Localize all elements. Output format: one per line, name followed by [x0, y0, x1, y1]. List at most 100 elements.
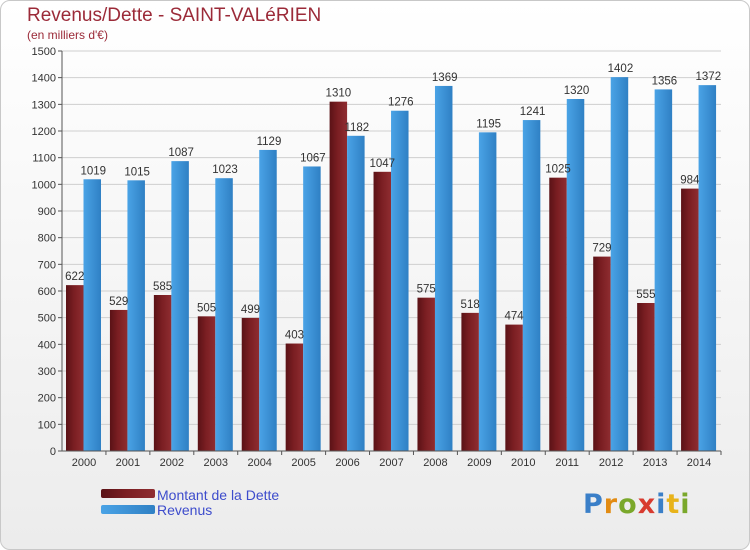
y-tick-label: 1000: [32, 179, 56, 191]
chart-subtitle: (en milliers d'€): [27, 28, 108, 42]
y-tick-label: 100: [38, 419, 56, 431]
legend-label-dette: Montant de la Dette: [157, 487, 279, 503]
data-label-dette: 555: [636, 289, 655, 301]
data-label-dette: 1047: [369, 158, 395, 170]
bar-dette: [637, 303, 655, 451]
data-label-revenus: 1356: [652, 75, 678, 87]
bar-dette: [417, 297, 435, 451]
legend-swatch-dette: [101, 489, 155, 498]
proxiti-logo: Proxiti: [583, 489, 691, 520]
data-label-dette: 1310: [326, 88, 352, 100]
bar-dette: [197, 316, 216, 451]
data-label-revenus: 1320: [564, 85, 590, 97]
x-tick-label: 2004: [247, 457, 271, 469]
bar-revenus: [347, 135, 365, 452]
bar-dette: [681, 188, 699, 451]
bar-revenus: [566, 99, 585, 451]
legend-label-revenus: Revenus: [157, 502, 212, 518]
data-label-revenus: 1129: [257, 136, 282, 148]
bar-dette: [461, 312, 479, 451]
x-tick-label: 2012: [599, 457, 623, 469]
legend: Montant de la Dette Revenus: [101, 487, 279, 518]
bar-dette: [549, 177, 567, 451]
y-tick-label: 1100: [32, 153, 56, 165]
y-tick-label: 300: [38, 366, 56, 378]
bar-revenus: [434, 85, 453, 451]
bar-revenus: [610, 77, 629, 451]
data-label-revenus: 1402: [608, 63, 634, 75]
x-tick-label: 2003: [204, 457, 228, 469]
bar-dette: [285, 343, 304, 451]
x-tick-label: 2008: [423, 457, 447, 469]
data-label-dette: 499: [241, 304, 260, 316]
data-labels: 622 1019 529 1015 585 1087 505 1023 499 1129 403 10…: [65, 63, 721, 341]
data-label-dette: 984: [680, 175, 700, 187]
data-label-revenus: 1019: [80, 165, 106, 177]
y-tick-label: 900: [38, 206, 56, 218]
bar-dette: [241, 317, 260, 451]
y-tick-label: 0: [50, 446, 56, 458]
bar-revenus: [171, 161, 189, 451]
y-tick-label: 1200: [32, 126, 56, 138]
bar-dette: [505, 324, 523, 451]
bar-dette: [153, 295, 172, 451]
data-label-revenus: 1087: [168, 147, 194, 159]
x-tick-label: 2006: [335, 457, 359, 469]
data-label-revenus: 1015: [124, 166, 150, 178]
bar-dette: [593, 256, 611, 451]
x-tick-label: 2011: [555, 457, 579, 469]
data-label-revenus: 1241: [520, 106, 546, 118]
y-axis: 0 100 200 300 400 500 600 700 800 900 1000 1100 1200…: [32, 46, 63, 458]
y-tick-label: 1500: [32, 46, 56, 58]
bar-dette: [66, 285, 84, 451]
x-tick-label: 2009: [467, 457, 491, 469]
x-tick-label: 2014: [687, 457, 711, 469]
x-tick-label: 2010: [511, 457, 535, 469]
y-tick-label: 400: [38, 339, 56, 351]
bar-revenus: [478, 132, 497, 452]
legend-swatch-revenus: [101, 505, 155, 514]
x-tick-label: 2000: [72, 457, 96, 469]
x-tick-label: 2001: [116, 457, 140, 469]
y-tick-label: 1300: [32, 99, 56, 111]
chart-title: Revenus/Dette - SAINT-VALéRIEN: [27, 5, 322, 26]
bar-revenus: [654, 89, 673, 452]
x-tick-label: 2007: [379, 457, 403, 469]
bar-revenus: [127, 180, 145, 452]
data-label-dette: 505: [197, 302, 216, 314]
bar-revenus: [391, 110, 409, 451]
bar-dette: [109, 309, 128, 451]
data-label-dette: 474: [504, 311, 524, 323]
bar-revenus: [303, 166, 321, 451]
bar-revenus: [522, 120, 541, 452]
data-label-revenus: 1182: [344, 122, 369, 134]
y-tick-label: 200: [38, 393, 56, 405]
data-label-dette: 518: [461, 299, 480, 311]
data-label-dette: 575: [417, 284, 436, 296]
data-label-revenus: 1372: [696, 71, 722, 83]
x-tick-label: 2002: [160, 457, 184, 469]
bar-dette: [329, 101, 348, 452]
data-label-revenus: 1067: [300, 152, 326, 164]
data-label-dette: 403: [285, 330, 304, 342]
y-tick-label: 500: [38, 313, 56, 325]
data-label-revenus: 1195: [476, 118, 501, 130]
bar-group: [66, 77, 717, 452]
data-label-dette: 622: [65, 271, 84, 283]
x-tick-label: 2005: [291, 457, 315, 469]
data-label-dette: 1025: [545, 164, 571, 176]
bar-revenus: [215, 178, 233, 451]
y-tick-label: 800: [38, 233, 56, 245]
y-tick-label: 700: [38, 259, 56, 271]
x-tick-label: 2013: [643, 457, 667, 469]
data-label-revenus: 1369: [432, 72, 458, 84]
data-label-dette: 529: [109, 296, 128, 308]
data-label-dette: 585: [153, 281, 172, 293]
data-label-dette: 729: [592, 243, 611, 255]
bar-revenus: [698, 85, 717, 451]
x-axis: 2000 2001 2002 2003 2004 2005 2006 2007 2008 2009…: [62, 450, 722, 469]
data-label-revenus: 1276: [388, 97, 414, 109]
bar-revenus: [83, 179, 101, 451]
